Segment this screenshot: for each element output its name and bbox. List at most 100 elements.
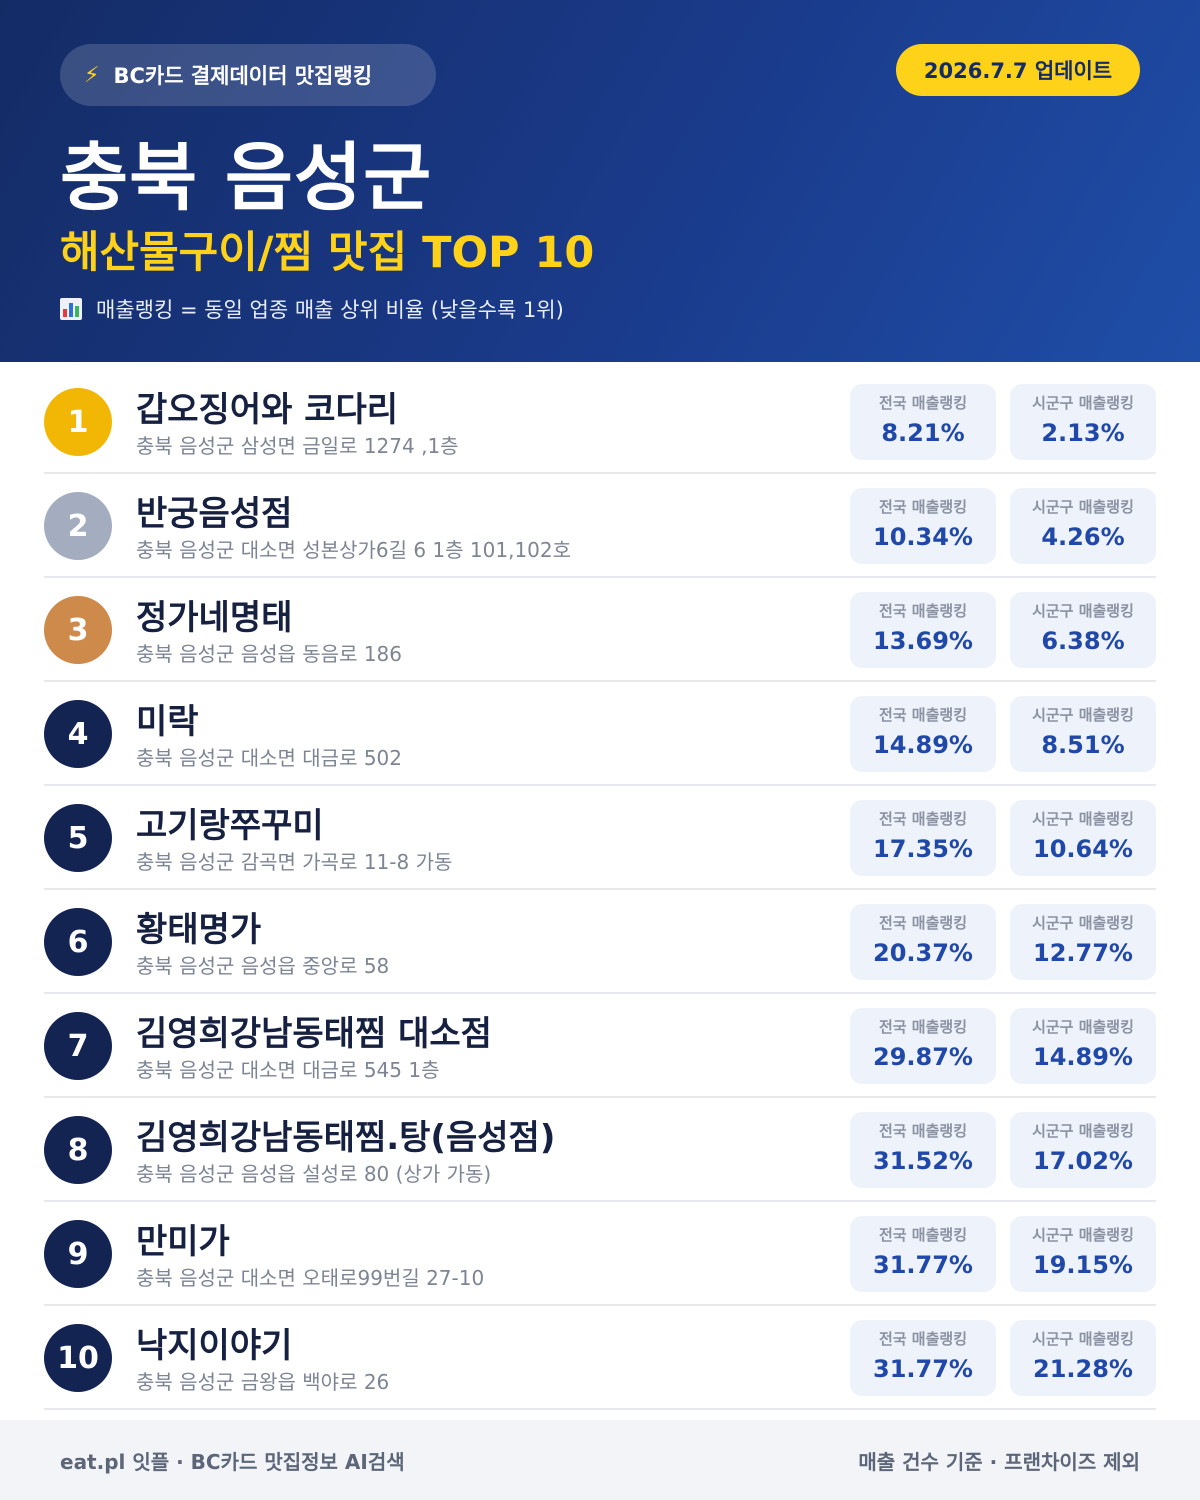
national-ranking-value: 8.21% [881,419,965,447]
rank-badge: 7 [44,1012,112,1080]
local-ranking-label: 시군구 매출랭킹 [1032,602,1134,620]
local-ranking-card: 시군구 매출랭킹 19.15% [1010,1216,1156,1292]
local-ranking-card: 시군구 매출랭킹 14.89% [1010,1008,1156,1084]
restaurant-name[interactable]: 황태명가 [136,910,262,950]
restaurant-name[interactable]: 낙지이야기 [136,1326,293,1366]
national-ranking-card: 전국 매출랭킹 31.77% [850,1216,996,1292]
local-ranking-card: 시군구 매출랭킹 10.64% [1010,800,1156,876]
category-title: 해산물구이/찜 맛집 TOP 10 [60,228,595,278]
restaurant-address: 충북 음성군 음성읍 동음로 186 [136,642,403,666]
header-banner: ⚡ BC카드 결제데이터 맛집랭킹 2026.7.7 업데이트 충북 음성군 해… [0,0,1200,362]
restaurant-name[interactable]: 고기랑쭈꾸미 [136,806,324,846]
rank-badge: 10 [44,1324,112,1392]
local-ranking-value: 10.64% [1033,835,1133,863]
footer-source: eat.pl 잇플 · BC카드 맛집정보 AI검색 [60,1449,405,1474]
restaurant-address: 충북 음성군 금왕읍 백야로 26 [136,1370,390,1394]
national-ranking-label: 전국 매출랭킹 [878,1226,968,1244]
local-ranking-label: 시군구 매출랭킹 [1032,706,1134,724]
restaurant-name[interactable]: 김영희강남동태찜.탕(음성점) [136,1118,556,1158]
national-ranking-value: 17.35% [873,835,973,863]
restaurant-address: 충북 음성군 대소면 오태로99번길 27-10 [136,1266,485,1290]
lightning-icon: ⚡ [84,62,100,88]
restaurant-name[interactable]: 만미가 [136,1222,230,1262]
list-item[interactable]: 3 정가네명태 충북 음성군 음성읍 동음로 186 전국 매출랭킹 13.69% 시군구… [44,578,1156,682]
rank-badge: 8 [44,1116,112,1184]
list-item[interactable]: 2 반궁음성점 충북 음성군 대소면 성본상가6길 6 1층 101,102호 전국 … [44,474,1156,578]
local-ranking-value: 4.26% [1041,523,1125,551]
local-ranking-value: 2.13% [1041,419,1125,447]
list-item[interactable]: 8 김영희강남동태찜.탕(음성점) 충북 음성군 음성읍 설성로 80 (상가 가동… [44,1098,1156,1202]
restaurant-list: 1 갑오징어와 코다리 충북 음성군 삼성면 금일로 1274 ,1층 전국 매출랭킹… [44,370,1156,1410]
restaurant-address: 충북 음성군 음성읍 중앙로 58 [136,954,390,978]
restaurant-address: 충북 음성군 음성읍 설성로 80 (상가 가동) [136,1162,492,1186]
ranking-legend: 매출랭킹 = 동일 업종 매출 상위 비율 (낮을수록 1위) [60,294,564,324]
local-ranking-label: 시군구 매출랭킹 [1032,1226,1134,1244]
restaurant-address: 충북 음성군 대소면 성본상가6길 6 1층 101,102호 [136,538,572,562]
source-badge-label: BC카드 결제데이터 맛집랭킹 [113,64,373,88]
footer-criteria: 매출 건수 기준 · 프랜차이즈 제외 [858,1449,1140,1474]
national-ranking-card: 전국 매출랭킹 17.35% [850,800,996,876]
local-ranking-value: 6.38% [1041,627,1125,655]
list-item[interactable]: 6 황태명가 충북 음성군 음성읍 중앙로 58 전국 매출랭킹 20.37% 시군구 매… [44,890,1156,994]
local-ranking-card: 시군구 매출랭킹 6.38% [1010,592,1156,668]
national-ranking-label: 전국 매출랭킹 [878,810,968,828]
update-date-badge: 2026.7.7 업데이트 [896,44,1140,96]
restaurant-address: 충북 음성군 감곡면 가곡로 11-8 가동 [136,850,453,874]
national-ranking-label: 전국 매출랭킹 [878,394,968,412]
local-ranking-card: 시군구 매출랭킹 8.51% [1010,696,1156,772]
rank-badge: 6 [44,908,112,976]
national-ranking-value: 29.87% [873,1043,973,1071]
national-ranking-label: 전국 매출랭킹 [878,1122,968,1140]
national-ranking-card: 전국 매출랭킹 31.52% [850,1112,996,1188]
restaurant-name[interactable]: 정가네명태 [136,598,293,638]
national-ranking-label: 전국 매출랭킹 [878,914,968,932]
local-ranking-card: 시군구 매출랭킹 21.28% [1010,1320,1156,1396]
national-ranking-value: 31.77% [873,1251,973,1279]
local-ranking-card: 시군구 매출랭킹 4.26% [1010,488,1156,564]
local-ranking-label: 시군구 매출랭킹 [1032,498,1134,516]
list-item[interactable]: 9 만미가 충북 음성군 대소면 오태로99번길 27-10 전국 매출랭킹 31.77… [44,1202,1156,1306]
national-ranking-card: 전국 매출랭킹 8.21% [850,384,996,460]
bar-chart-icon [60,298,82,320]
national-ranking-value: 31.52% [873,1147,973,1175]
local-ranking-label: 시군구 매출랭킹 [1032,914,1134,932]
local-ranking-card: 시군구 매출랭킹 12.77% [1010,904,1156,980]
region-title: 충북 음성군 [60,135,433,221]
local-ranking-value: 21.28% [1033,1355,1133,1383]
restaurant-name[interactable]: 미락 [136,702,199,742]
rank-badge: 5 [44,804,112,872]
national-ranking-value: 10.34% [873,523,973,551]
rank-badge: 4 [44,700,112,768]
restaurant-address: 충북 음성군 삼성면 금일로 1274 ,1층 [136,434,459,458]
national-ranking-label: 전국 매출랭킹 [878,1330,968,1348]
restaurant-name[interactable]: 김영희강남동태찜 대소점 [136,1014,492,1054]
national-ranking-value: 13.69% [873,627,973,655]
local-ranking-value: 19.15% [1033,1251,1133,1279]
local-ranking-label: 시군구 매출랭킹 [1032,1330,1134,1348]
national-ranking-label: 전국 매출랭킹 [878,498,968,516]
restaurant-address: 충북 음성군 대소면 대금로 545 1층 [136,1058,440,1082]
source-badge: ⚡ BC카드 결제데이터 맛집랭킹 [60,44,436,106]
rank-badge: 3 [44,596,112,664]
national-ranking-label: 전국 매출랭킹 [878,1018,968,1036]
national-ranking-card: 전국 매출랭킹 13.69% [850,592,996,668]
restaurant-address: 충북 음성군 대소면 대금로 502 [136,746,403,770]
rank-badge: 1 [44,388,112,456]
local-ranking-card: 시군구 매출랭킹 2.13% [1010,384,1156,460]
restaurant-name[interactable]: 반궁음성점 [136,494,293,534]
local-ranking-label: 시군구 매출랭킹 [1032,394,1134,412]
restaurant-name[interactable]: 갑오징어와 코다리 [136,390,399,430]
local-ranking-value: 17.02% [1033,1147,1133,1175]
local-ranking-value: 12.77% [1033,939,1133,967]
national-ranking-value: 14.89% [873,731,973,759]
national-ranking-label: 전국 매출랭킹 [878,706,968,724]
national-ranking-value: 31.77% [873,1355,973,1383]
footer: eat.pl 잇플 · BC카드 맛집정보 AI검색 매출 건수 기준 · 프랜… [0,1420,1200,1500]
ranking-legend-text: 매출랭킹 = 동일 업종 매출 상위 비율 (낮을수록 1위) [96,298,564,322]
national-ranking-card: 전국 매출랭킹 29.87% [850,1008,996,1084]
